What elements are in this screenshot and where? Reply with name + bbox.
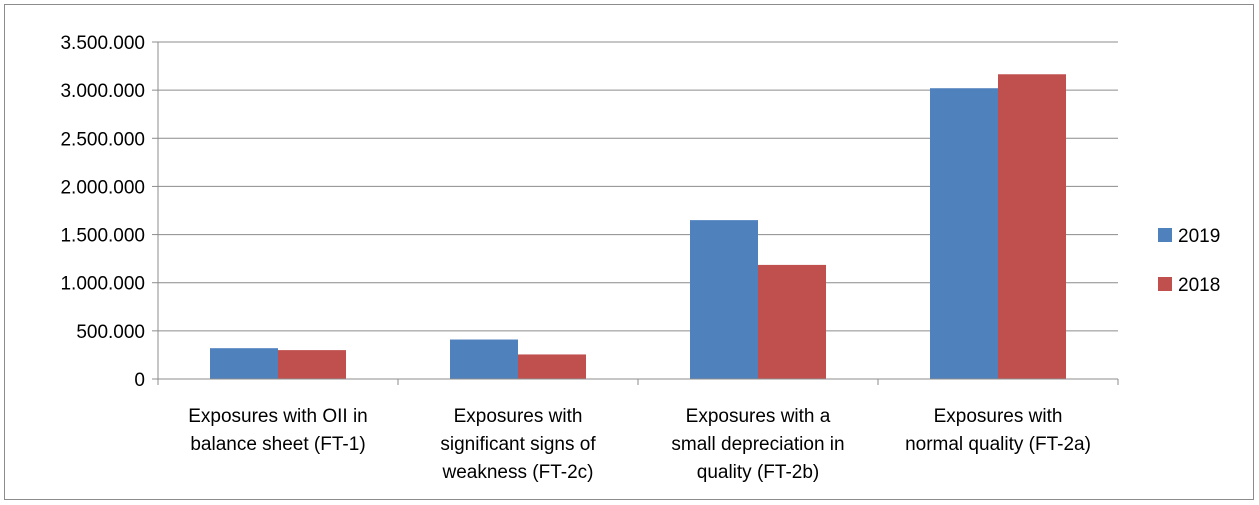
bar-2018-3 — [758, 264, 826, 379]
category-label: normal quality (FT-2a) — [905, 434, 1091, 455]
category-label: quality (FT-2b) — [697, 462, 819, 483]
category-label: small depreciation in — [671, 434, 844, 455]
bar-2019-2 — [450, 339, 518, 379]
y-tick-label: 1.000.000 — [60, 274, 145, 295]
y-tick-label: 3.000.000 — [60, 81, 145, 102]
bar-2019-1 — [210, 348, 278, 379]
bars — [210, 74, 1066, 380]
bar-2018-1 — [278, 350, 346, 379]
bar-2018-2 — [518, 354, 586, 379]
category-label: significant signs of — [440, 434, 596, 455]
category-label: balance sheet (FT-1) — [190, 434, 365, 455]
axes — [152, 41, 1119, 385]
category-labels: Exposures with OII in balance sheet (FT-1… — [188, 406, 1091, 483]
legend: 2019 2018 — [1158, 226, 1220, 296]
y-tick-label: 3.500.000 — [60, 33, 145, 54]
legend-swatch-2018 — [1158, 277, 1172, 291]
y-tick-label: 2.500.000 — [60, 129, 145, 150]
bar-2019-4 — [930, 88, 998, 380]
legend-swatch-2019 — [1158, 228, 1172, 242]
y-tick-label: 1.500.000 — [60, 226, 145, 247]
legend-label-2018: 2018 — [1178, 275, 1220, 296]
category-label: Exposures with — [934, 406, 1063, 427]
bar-chart: 0 500.000 1.000.000 1.500.000 2.000.000 2.500… — [60, 33, 1220, 483]
category-label: weakness (FT-2c) — [442, 462, 594, 483]
category-label: Exposures with OII in — [188, 406, 368, 427]
bar-2018-4 — [998, 74, 1066, 380]
y-tick-label: 0 — [134, 370, 145, 391]
category-label: Exposures with a — [686, 406, 831, 427]
gridlines — [158, 41, 1118, 332]
y-tick-label: 2.000.000 — [60, 177, 145, 198]
y-tick-labels: 0 500.000 1.000.000 1.500.000 2.000.000 2.500… — [60, 33, 145, 391]
y-tick-label: 500.000 — [76, 322, 145, 343]
category-label: Exposures with — [454, 406, 583, 427]
chart-frame: 0 500.000 1.000.000 1.500.000 2.000.000 2.500… — [4, 4, 1254, 500]
legend-label-2019: 2019 — [1178, 226, 1220, 247]
bar-2019-3 — [690, 220, 758, 379]
